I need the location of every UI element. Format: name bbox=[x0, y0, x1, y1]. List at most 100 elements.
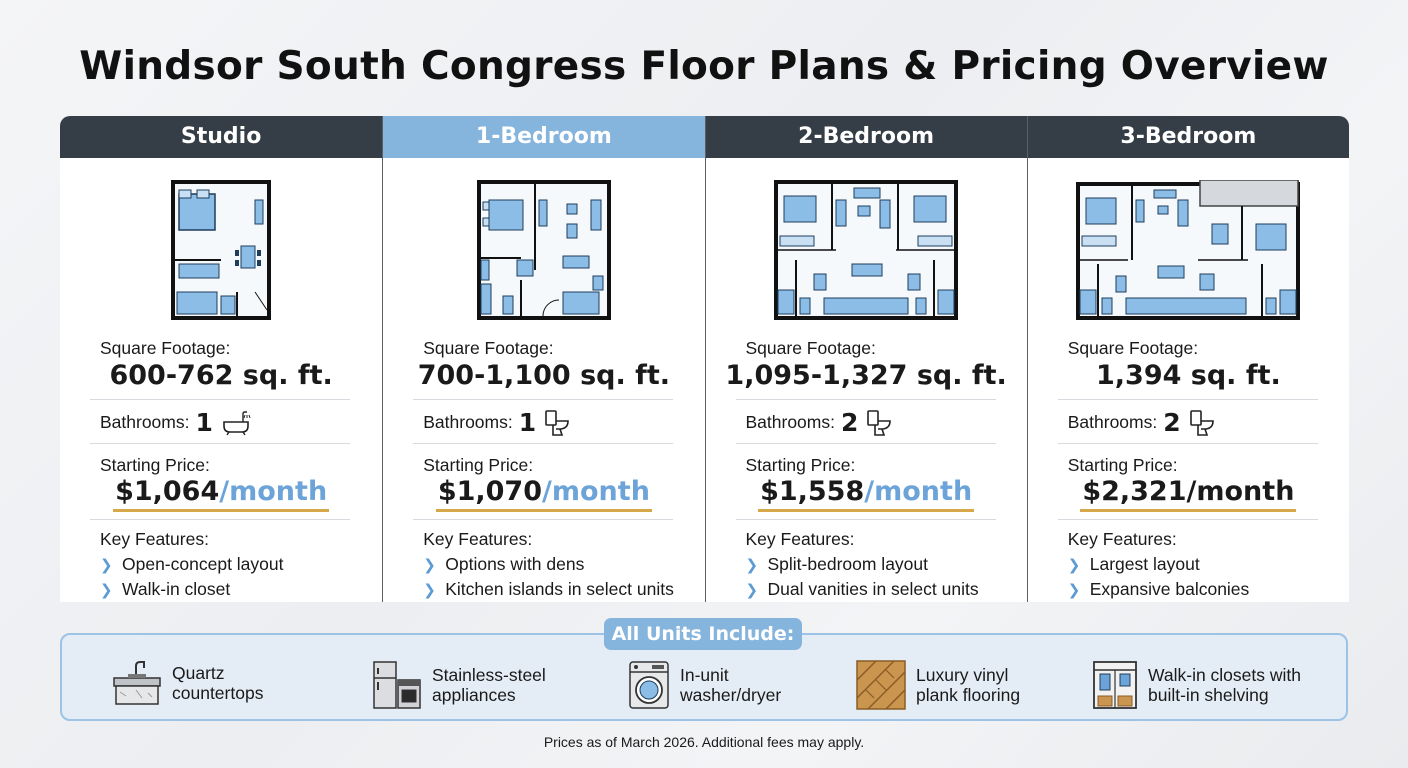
price-label: Starting Price: bbox=[745, 455, 856, 475]
features-label: Key Features: bbox=[100, 529, 209, 549]
chevron-right-icon: ❯ bbox=[1067, 556, 1081, 574]
include-item-closets: Walk-in closets with built-in shelving bbox=[1092, 660, 1301, 710]
plan-column-1-bedroom: 1-Bedroom bbox=[382, 116, 705, 602]
divider bbox=[1057, 399, 1318, 400]
sink-countertop-icon bbox=[113, 661, 161, 705]
fridge-stove-icon bbox=[373, 661, 421, 709]
divider bbox=[413, 519, 674, 520]
2-bedroom-floor-plan-image bbox=[706, 180, 1027, 320]
divider bbox=[413, 443, 674, 444]
features-label: Key Features: bbox=[745, 529, 855, 549]
chevron-right-icon: ❯ bbox=[423, 556, 436, 574]
starting-price: $1,064/month bbox=[60, 476, 382, 512]
price-label: Starting Price: bbox=[423, 455, 534, 475]
divider bbox=[90, 443, 350, 444]
footnote: Prices as of March 2026. Additional fees… bbox=[543, 734, 865, 750]
include-label: Luxury vinyl bbox=[916, 665, 1009, 685]
divider bbox=[735, 443, 996, 444]
studio-floor-plan-image bbox=[60, 180, 382, 320]
price-unit: /month bbox=[542, 476, 650, 507]
bathrooms-label: Bathrooms: bbox=[745, 412, 835, 432]
price-amount: $1,558 bbox=[760, 476, 865, 507]
feature-item: ❯ Split-bedroom layout bbox=[745, 554, 929, 574]
include-item-appliances: Stainless-steel appliances bbox=[372, 660, 546, 710]
divider bbox=[90, 519, 350, 520]
plan-header-3-bedroom[interactable]: 3-Bedroom bbox=[1027, 116, 1349, 158]
wood-floor-icon bbox=[856, 660, 906, 710]
divider bbox=[413, 399, 674, 400]
price-amount: $1,070 bbox=[437, 476, 543, 507]
starting-price: $1,070/month bbox=[383, 476, 704, 512]
sqft-value: 1,394 sq. ft. bbox=[1095, 360, 1281, 391]
feature-item: ❯ Dual vanities in select units bbox=[745, 579, 979, 599]
divider bbox=[735, 399, 996, 400]
price-amount: $1,064 bbox=[115, 476, 220, 507]
starting-price: $2,321/month bbox=[1028, 476, 1349, 512]
include-item-flooring: Luxury vinyl plank flooring bbox=[856, 660, 1020, 710]
feature-item: ❯ Largest layout bbox=[1067, 554, 1200, 574]
price-unit: /month bbox=[864, 476, 973, 507]
bathrooms-label: Bathrooms: bbox=[1067, 412, 1158, 432]
page-title: Windsor South Congress Floor Plans & Pri… bbox=[79, 44, 1329, 89]
bathtub-icon bbox=[223, 410, 251, 435]
starting-price: $1,558/month bbox=[706, 476, 1027, 512]
bathrooms-row: Bathrooms: 1 bbox=[100, 408, 251, 437]
floor-plan-table: Studio Square Footage: 6 bbox=[60, 116, 1349, 602]
chevron-right-icon: ❯ bbox=[1067, 581, 1081, 599]
plan-column-studio: Studio Square Footage: 6 bbox=[60, 116, 383, 602]
include-label: In-unit bbox=[680, 665, 729, 685]
all-units-include-heading: All Units Include: bbox=[604, 618, 802, 650]
3-bedroom-floor-plan-image bbox=[1028, 180, 1349, 320]
bathrooms-count: 1 bbox=[195, 408, 213, 437]
sqft-label: Square Footage: bbox=[423, 338, 554, 358]
bathrooms-label: Bathrooms: bbox=[423, 412, 513, 432]
bathrooms-row: Bathrooms: 1 bbox=[423, 408, 570, 437]
price-amount: $2,321 bbox=[1082, 476, 1187, 507]
toilet-icon bbox=[867, 409, 892, 436]
features-label: Key Features: bbox=[423, 529, 533, 549]
toilet-icon bbox=[545, 409, 569, 436]
feature-item: ❯ Options with dens bbox=[423, 554, 585, 574]
include-item-washer: In-unit washer/dryer bbox=[628, 660, 781, 710]
features-label: Key Features: bbox=[1067, 529, 1177, 549]
closet-icon bbox=[1093, 661, 1137, 709]
divider bbox=[1057, 443, 1318, 444]
include-label: Quartz bbox=[172, 663, 225, 683]
divider bbox=[735, 519, 996, 520]
feature-item: ❯ Walk-in closet bbox=[100, 579, 231, 599]
sqft-value: 700-1,100 sq. ft. bbox=[417, 360, 671, 391]
bathrooms-count: 2 bbox=[840, 408, 859, 437]
include-label: Walk-in closets with bbox=[1148, 665, 1301, 685]
chevron-right-icon: ❯ bbox=[100, 581, 113, 599]
feature-item: ❯ Kitchen islands in select units bbox=[423, 579, 674, 599]
divider bbox=[90, 399, 350, 400]
sqft-value: 600-762 sq. ft. bbox=[109, 360, 333, 391]
sqft-label: Square Footage: bbox=[1067, 338, 1199, 358]
price-label: Starting Price: bbox=[100, 455, 210, 475]
bathrooms-label: Bathrooms: bbox=[100, 412, 190, 432]
1-bedroom-floor-plan-image bbox=[383, 180, 704, 320]
sqft-label: Square Footage: bbox=[100, 338, 231, 358]
chevron-right-icon: ❯ bbox=[423, 581, 436, 599]
plan-header-studio[interactable]: Studio bbox=[60, 116, 383, 158]
divider bbox=[1057, 519, 1318, 520]
plan-column-3-bedroom: 3-Bedroom bbox=[1026, 116, 1349, 602]
toilet-icon bbox=[1189, 409, 1214, 436]
feature-item: ❯ Open-concept layout bbox=[100, 554, 284, 574]
plan-header-1-bedroom[interactable]: 1-Bedroom bbox=[383, 116, 705, 158]
price-unit: /month bbox=[1186, 476, 1295, 507]
bathrooms-row: Bathrooms: 2 bbox=[746, 408, 893, 437]
sqft-label: Square Footage: bbox=[745, 338, 876, 358]
include-label: Stainless-steel bbox=[432, 665, 546, 685]
price-label: Starting Price: bbox=[1067, 455, 1178, 475]
bathrooms-count: 2 bbox=[1163, 408, 1181, 437]
chevron-right-icon: ❯ bbox=[100, 556, 113, 574]
bathrooms-row: Bathrooms: 2 bbox=[1068, 408, 1215, 437]
chevron-right-icon: ❯ bbox=[745, 581, 759, 599]
sqft-value: 1,095-1,327 sq. ft. bbox=[725, 360, 1007, 391]
feature-item: ❯ Expansive balconies bbox=[1067, 579, 1250, 599]
include-item-quartz: Quartz countertops bbox=[112, 660, 263, 706]
plan-column-2-bedroom: 2-Bedroom bbox=[704, 116, 1027, 602]
plan-header-2-bedroom[interactable]: 2-Bedroom bbox=[705, 116, 1027, 158]
washer-icon bbox=[629, 661, 669, 709]
